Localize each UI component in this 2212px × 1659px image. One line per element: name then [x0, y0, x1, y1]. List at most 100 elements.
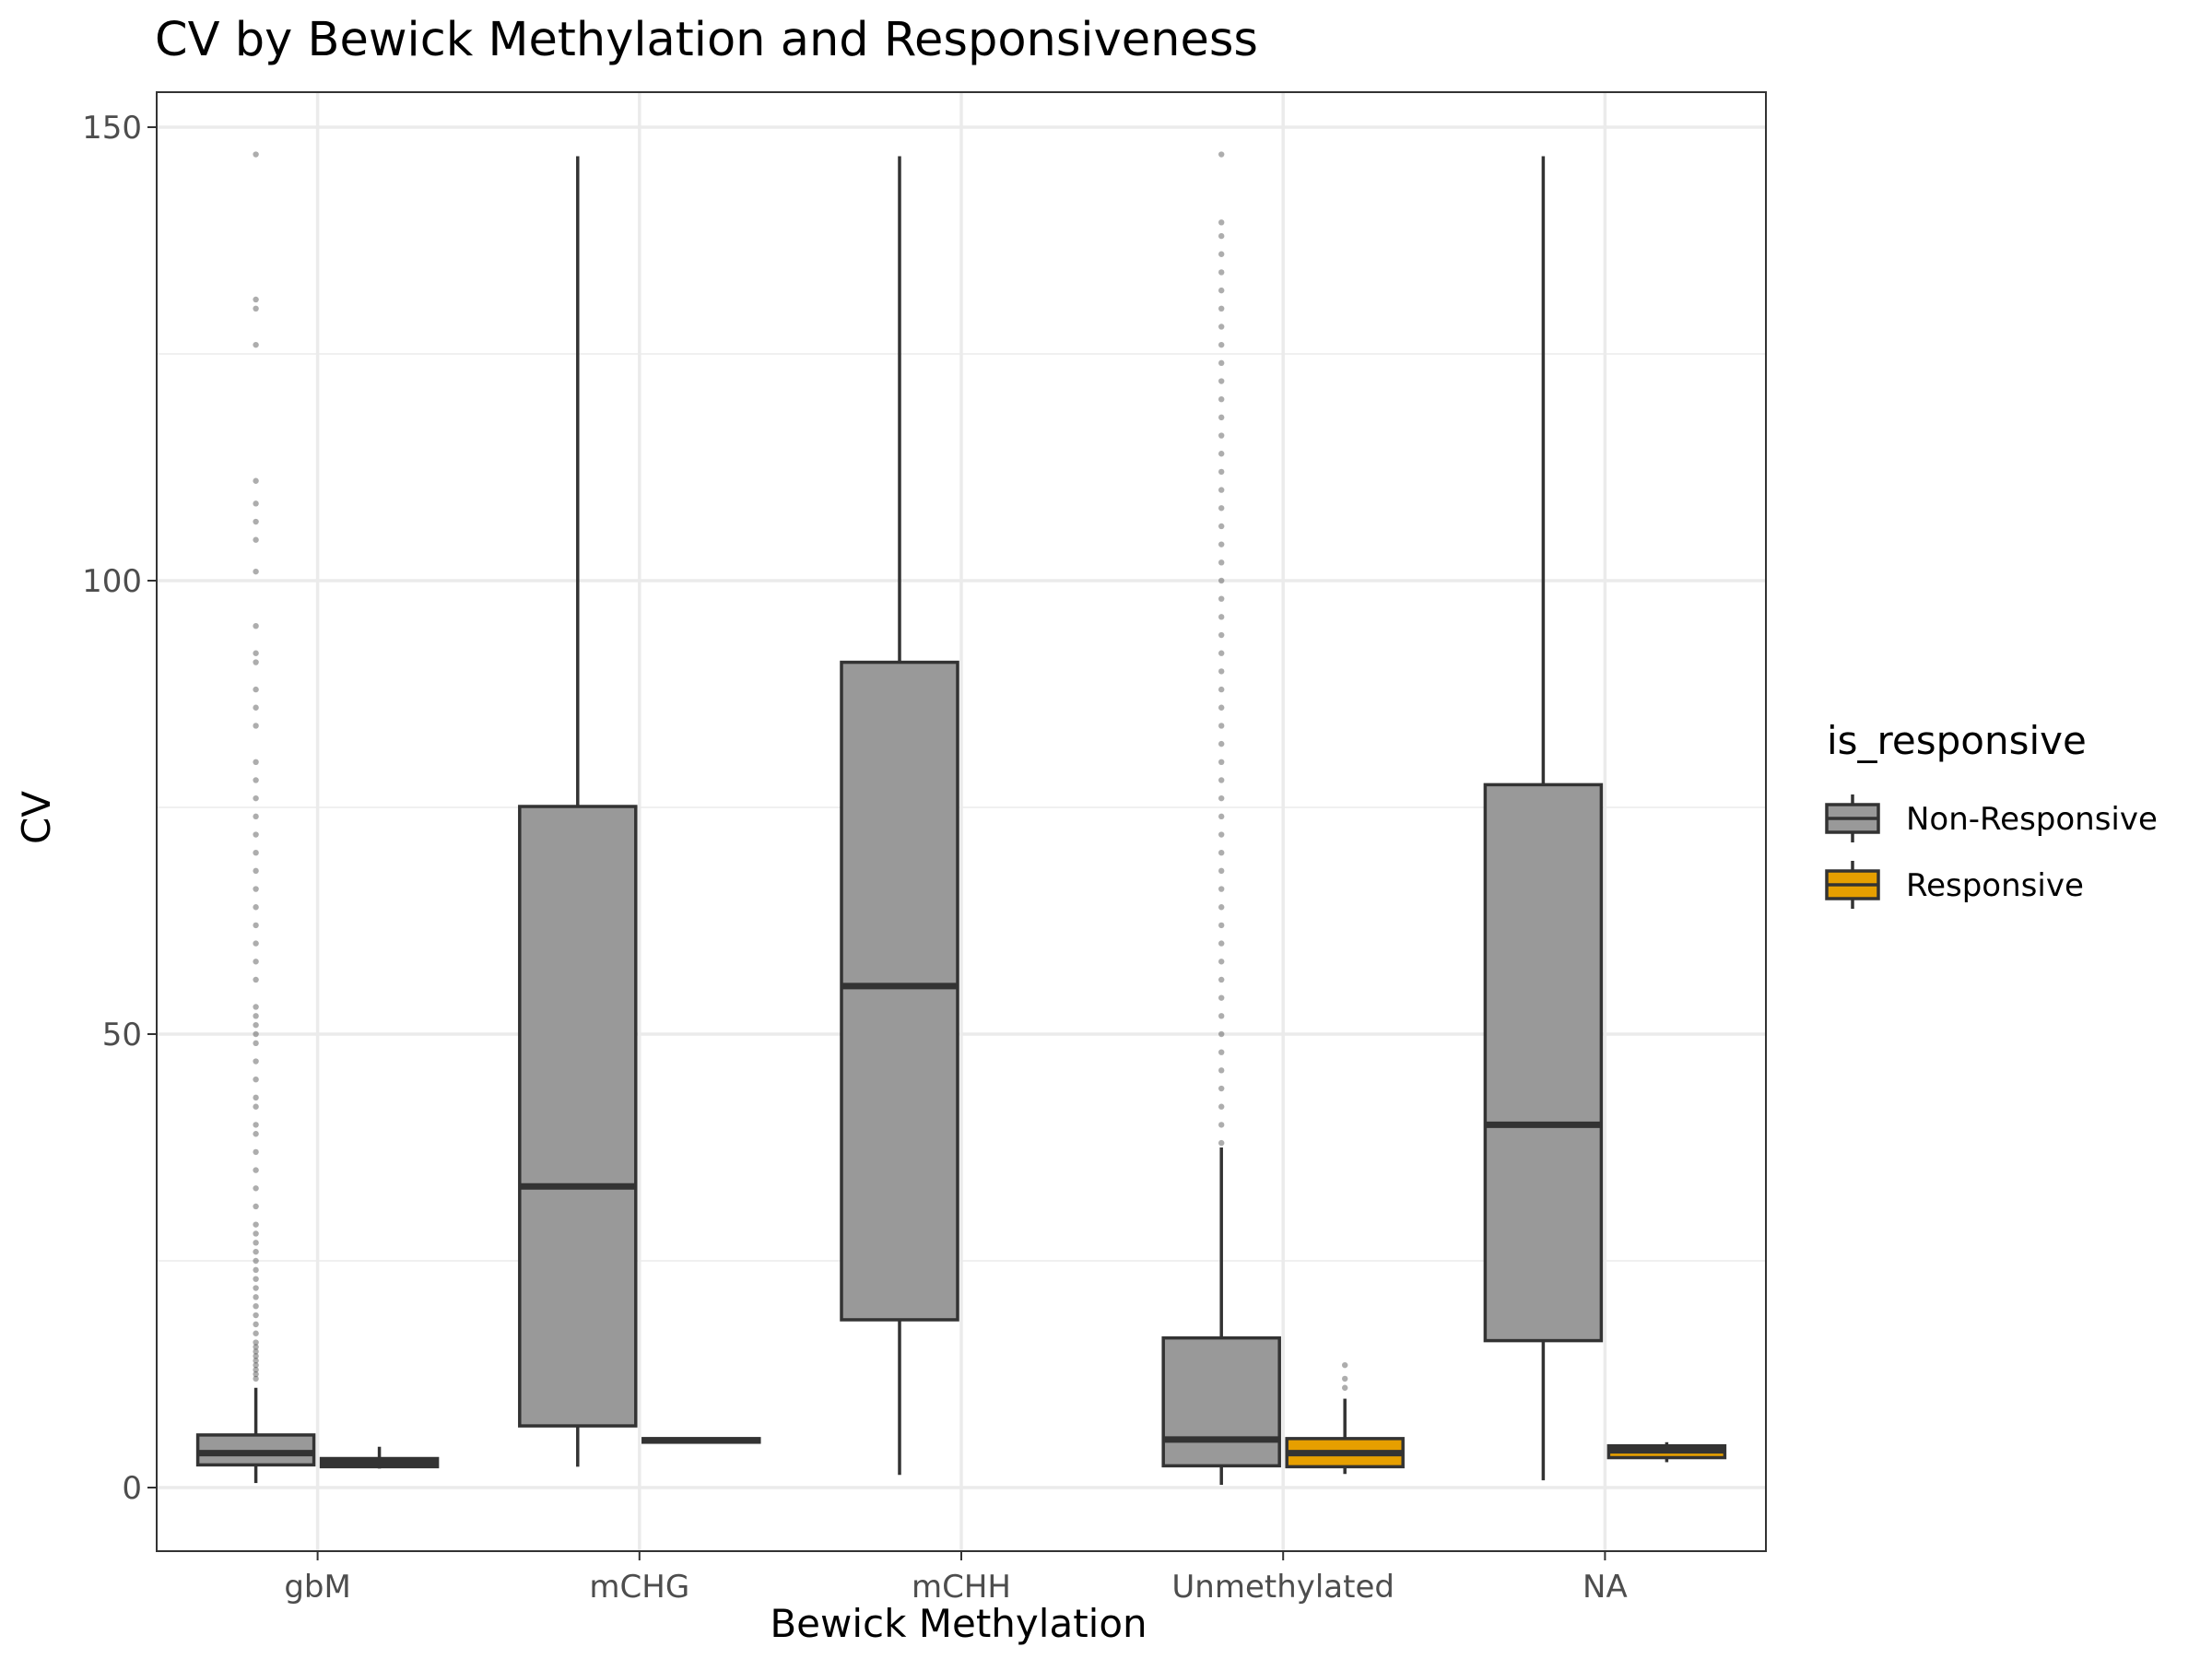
outlier-point: [253, 1285, 259, 1291]
box-non-responsive-gbm: [195, 151, 316, 1484]
outlier-point: [253, 759, 259, 765]
outlier-point: [253, 650, 259, 656]
outlier-point: [253, 341, 259, 348]
outlier-point: [253, 1358, 259, 1364]
outlier-point: [253, 1148, 259, 1156]
outlier-point: [1218, 1085, 1225, 1092]
outlier-point: [253, 659, 259, 665]
outlier-point: [253, 777, 259, 783]
outlier-point: [1218, 1067, 1225, 1074]
box-non-responsive-mchh: [840, 156, 959, 1476]
outlier-point: [1218, 831, 1225, 838]
outlier-point: [1218, 324, 1225, 330]
box-responsive-mchg: [641, 1437, 761, 1444]
outlier-point: [1342, 1375, 1348, 1382]
outlier-point: [1218, 686, 1225, 693]
outlier-point: [253, 1339, 259, 1346]
x-tick-label: mCHG: [589, 1569, 689, 1606]
outlier-point: [253, 723, 259, 729]
outlier-point: [1218, 904, 1225, 911]
box-body: [1161, 1335, 1281, 1468]
outlier-point: [253, 1257, 259, 1265]
outlier-point: [1218, 487, 1225, 493]
outlier-point: [253, 686, 259, 693]
outlier-point: [1218, 559, 1225, 566]
box-body: [1483, 782, 1604, 1343]
outlier-point: [1218, 1049, 1225, 1055]
x-tick-label: Unmethylated: [1171, 1569, 1394, 1606]
box-responsive-unmethylated: [1285, 1361, 1405, 1475]
outlier-point: [253, 1185, 259, 1192]
outlier-point: [1218, 777, 1225, 783]
outlier-point: [253, 1230, 259, 1237]
y-tick-label: 100: [82, 563, 142, 600]
y-axis-title: CV: [14, 791, 59, 844]
x-axis-title: Bewick Methylation: [770, 1601, 1147, 1646]
x-tick-label: mCHH: [912, 1569, 1011, 1606]
box-responsive-gbm: [319, 1446, 440, 1469]
outlier-point: [253, 940, 259, 947]
plot-area: 0 50 100 150 gbM mCHG mCHH Unmethylated NA: [82, 91, 1767, 1606]
outlier-point: [1218, 1122, 1225, 1128]
outlier-point: [1218, 305, 1225, 312]
outlier-point: [1218, 577, 1225, 584]
box-responsive-na: [1606, 1441, 1727, 1463]
outlier-point: [1218, 650, 1225, 656]
outlier-point: [1218, 523, 1225, 530]
outlier-point: [253, 886, 259, 892]
outlier-point: [1218, 232, 1225, 240]
outlier-point: [253, 477, 259, 484]
legend-label: Responsive: [1906, 867, 2084, 904]
outlier-point: [253, 1330, 259, 1336]
chart-title: CV by Bewick Methylation and Responsiven…: [155, 13, 1258, 67]
outlier-point: [253, 1371, 259, 1378]
outlier-point: [1218, 886, 1225, 892]
outlier-point: [253, 1203, 259, 1210]
outlier-point: [1218, 723, 1225, 729]
outlier-point: [1218, 759, 1225, 765]
outlier-point: [253, 1321, 259, 1328]
outlier-point: [1218, 359, 1225, 367]
outlier-point: [253, 1221, 259, 1228]
outlier-point: [253, 1312, 259, 1319]
box-non-responsive-unmethylated: [1161, 151, 1281, 1486]
outlier-point: [1218, 922, 1225, 929]
outlier-point: [1218, 813, 1225, 820]
outlier-point: [253, 1375, 259, 1382]
outlier-point: [253, 500, 259, 507]
outlier-point: [1218, 541, 1225, 547]
legend-item-responsive: Responsive: [1825, 861, 2084, 909]
outlier-point: [1218, 976, 1225, 983]
outlier-point: [1218, 1013, 1225, 1019]
outlier-point: [253, 1240, 259, 1246]
outlier-point: [253, 1344, 259, 1350]
outlier-point: [253, 1361, 259, 1369]
outlier-point: [253, 1167, 259, 1173]
outlier-point: [1218, 269, 1225, 276]
outlier-point: [1218, 1139, 1225, 1147]
outlier-point: [253, 296, 259, 303]
outlier-point: [253, 1248, 259, 1255]
outlier-point: [1218, 468, 1225, 476]
outlier-point: [253, 1276, 259, 1282]
box-body: [518, 805, 638, 1428]
outlier-point: [253, 1013, 259, 1019]
outlier-point: [253, 518, 259, 525]
x-tick-label: NA: [1583, 1569, 1628, 1606]
outlier-point: [1218, 850, 1225, 856]
outlier-point: [253, 1131, 259, 1137]
outlier-point: [253, 536, 259, 543]
outlier-point: [253, 1348, 259, 1355]
x-tick-label: gbM: [284, 1569, 351, 1606]
outlier-point: [253, 959, 259, 965]
outlier-point: [1218, 505, 1225, 512]
outlier-point: [1218, 219, 1225, 226]
outlier-point: [253, 1103, 259, 1110]
outlier-point: [1218, 432, 1225, 439]
outlier-point: [1218, 287, 1225, 294]
box-non-responsive-mchg: [518, 156, 638, 1467]
outlier-point: [253, 1058, 259, 1065]
box-body: [840, 660, 959, 1322]
outlier-point: [1218, 614, 1225, 620]
